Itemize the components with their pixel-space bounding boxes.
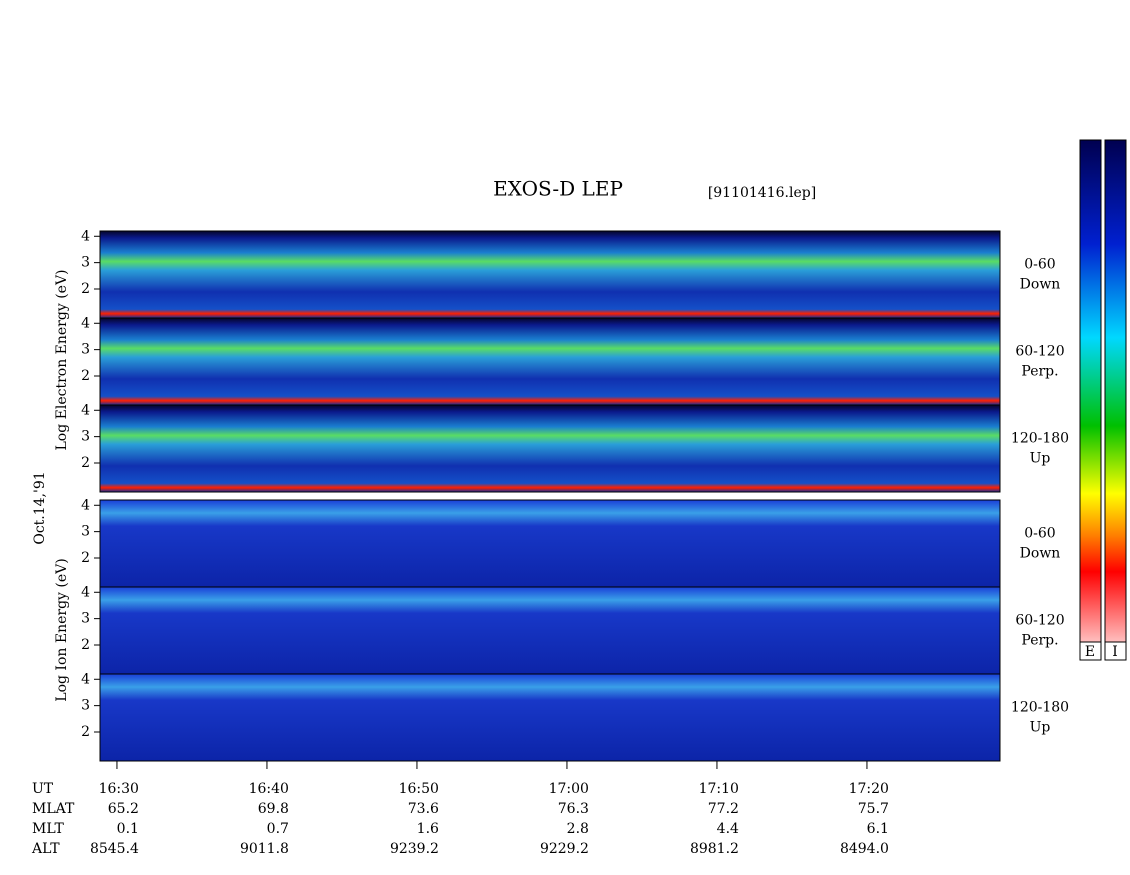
panel-angle: 60-120 <box>1015 613 1064 629</box>
y-tick-label: 2 <box>81 281 90 297</box>
y-tick-label: 2 <box>81 550 90 566</box>
subtitle: [91101416.lep] <box>708 185 816 201</box>
ephemeris-value: 76.3 <box>558 801 589 817</box>
y-tick-label: 3 <box>81 698 90 714</box>
x-tick-label: 16:40 <box>249 781 289 797</box>
x-tick-label: 16:50 <box>399 781 439 797</box>
ephemeris-value: 2.8 <box>567 821 589 837</box>
ephemeris-value: 9239.2 <box>390 841 439 857</box>
x-tick-label: 17:20 <box>849 781 889 797</box>
panel-direction: Up <box>1030 451 1051 467</box>
ephemeris-value: 77.2 <box>708 801 739 817</box>
ephemeris-value: 8981.2 <box>690 841 739 857</box>
ephemeris-label: MLAT <box>32 801 75 817</box>
y-axis-label: Log Ion Energy (eV) <box>54 558 70 701</box>
ephemeris-value: 73.6 <box>408 801 439 817</box>
ephemeris-value: 9011.8 <box>240 841 289 857</box>
y-tick-label: 3 <box>81 429 90 445</box>
panel-angle: 0-60 <box>1024 526 1055 542</box>
colorbar <box>1104 139 1127 661</box>
y-tick-label: 4 <box>81 584 90 600</box>
ephemeris-value: 6.1 <box>867 821 889 837</box>
ephemeris-value: 65.2 <box>108 801 139 817</box>
panel-direction: Down <box>1020 277 1061 293</box>
spectrogram-panel <box>99 230 1001 319</box>
y-tick-label: 4 <box>81 228 90 244</box>
ephemeris-value: 4.4 <box>717 821 739 837</box>
spectrogram-panel <box>99 317 1001 406</box>
y-tick-label: 3 <box>81 255 90 271</box>
y-tick-label: 4 <box>81 497 90 513</box>
y-tick-label: 2 <box>81 724 90 740</box>
panel-angle: 120-180 <box>1011 431 1069 447</box>
panel-angle: 120-180 <box>1011 700 1069 716</box>
x-tick-label: 16:30 <box>99 781 139 797</box>
ephemeris-value: 9229.2 <box>540 841 589 857</box>
x-tick-label: 17:10 <box>699 781 739 797</box>
y-axis-label: Log Electron Energy (eV) <box>54 269 70 450</box>
ephemeris-value: 8494.0 <box>840 841 889 857</box>
spectrogram-panel <box>99 586 1001 675</box>
panel-direction: Perp. <box>1021 633 1058 649</box>
ephemeris-value: 0.1 <box>117 821 139 837</box>
y-tick-label: 3 <box>81 342 90 358</box>
y-tick-label: 2 <box>81 637 90 653</box>
colorbar-label-box <box>1104 641 1127 661</box>
y-tick-label: 4 <box>81 315 90 331</box>
colorbar-label-box <box>1079 641 1102 661</box>
y-tick-label: 3 <box>81 524 90 540</box>
ephemeris-label: ALT <box>31 841 60 857</box>
y-tick-label: 4 <box>81 671 90 687</box>
colorbar <box>1079 139 1102 661</box>
panel-direction: Down <box>1020 546 1061 562</box>
colorbar-label: I <box>1112 644 1118 660</box>
ephemeris-value: 69.8 <box>258 801 289 817</box>
panel-direction: Perp. <box>1021 364 1058 380</box>
ephemeris-value: 8545.4 <box>90 841 139 857</box>
y-tick-label: 3 <box>81 611 90 627</box>
ephemeris-label: MLT <box>32 821 64 837</box>
panel-angle: 60-120 <box>1015 344 1064 360</box>
y-tick-label: 2 <box>81 368 90 384</box>
y-tick-label: 4 <box>81 402 90 418</box>
ephemeris-value: 0.7 <box>267 821 289 837</box>
spectrogram-panel <box>99 404 1001 493</box>
y-tick-label: 2 <box>81 455 90 471</box>
x-axis-label: UT <box>32 781 54 797</box>
date-label: Oct.14,'91 <box>32 471 48 544</box>
spectrogram-panel <box>99 499 1001 588</box>
panel-direction: Up <box>1030 720 1051 736</box>
colorbar-label: E <box>1085 644 1095 660</box>
title: EXOS-D LEP <box>493 177 623 201</box>
x-tick-label: 17:00 <box>549 781 589 797</box>
spectrogram-panel <box>99 673 1001 762</box>
ephemeris-value: 1.6 <box>417 821 439 837</box>
panel-angle: 0-60 <box>1024 257 1055 273</box>
ephemeris-value: 75.7 <box>858 801 889 817</box>
